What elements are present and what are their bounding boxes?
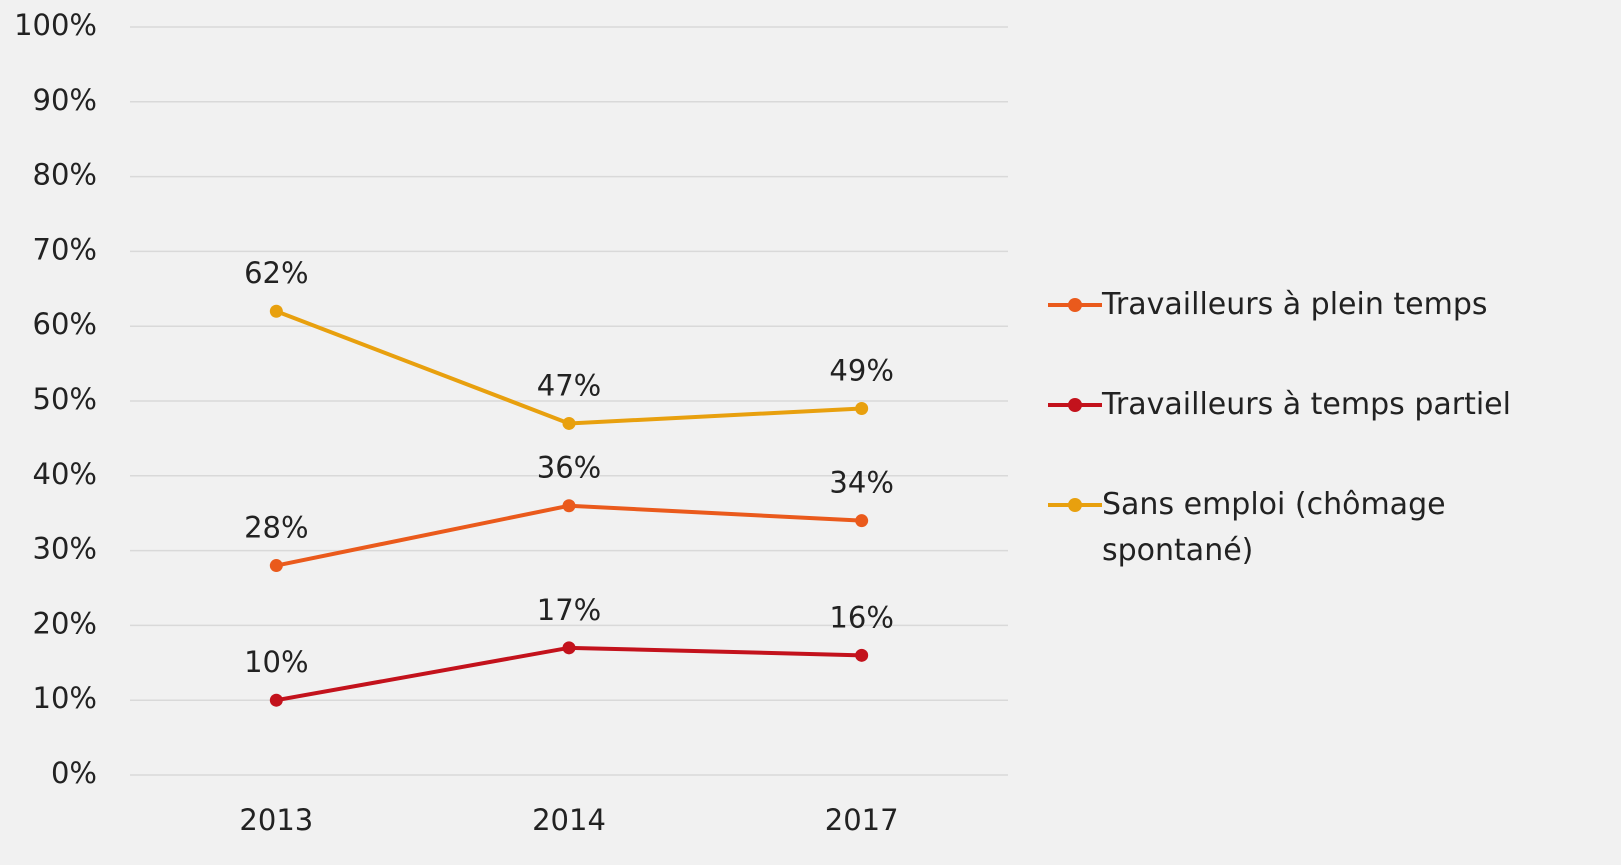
data-point	[562, 641, 576, 655]
data-point	[855, 648, 869, 662]
data-label: 34%	[829, 466, 893, 500]
series-line	[275, 503, 862, 568]
data-point	[269, 693, 283, 707]
y-tick-label: 0%	[51, 756, 97, 790]
legend-label: Sans emploi (chômage spontané)	[1102, 487, 1446, 568]
data-label: 49%	[829, 353, 893, 387]
data-point	[562, 416, 576, 430]
y-tick-label: 60%	[33, 307, 97, 341]
y-tick-label: 40%	[33, 457, 97, 491]
data-label: 28%	[244, 511, 308, 545]
y-tick-label: 70%	[33, 232, 97, 266]
y-tick-label: 10%	[33, 681, 97, 715]
data-point	[855, 401, 869, 415]
y-tick-label: 90%	[33, 83, 97, 117]
y-tick-label: 20%	[33, 606, 97, 640]
y-tick-label: 80%	[33, 158, 97, 192]
series-line	[275, 309, 862, 426]
legend-label: Travailleurs à temps partiel	[1102, 387, 1511, 422]
legend-swatch	[1048, 482, 1102, 528]
x-tick-label: 2017	[825, 803, 899, 837]
legend-item: Travailleurs à plein temps	[1048, 282, 1572, 328]
legend-label: Travailleurs à plein temps	[1102, 287, 1488, 322]
legend-swatch	[1048, 282, 1102, 328]
x-tick-label: 2013	[239, 803, 313, 837]
data-label: 16%	[829, 600, 893, 634]
series-line	[275, 645, 862, 703]
data-point	[855, 514, 869, 528]
y-tick-label: 50%	[33, 382, 97, 416]
data-point	[269, 559, 283, 573]
y-tick-label: 30%	[33, 532, 97, 566]
data-label: 10%	[244, 645, 308, 679]
data-label: 17%	[537, 593, 601, 627]
data-point	[562, 499, 576, 513]
legend-item: Sans emploi (chômage spontané)	[1048, 482, 1572, 574]
y-tick-label: 100%	[14, 8, 97, 42]
legend-item: Travailleurs à temps partiel	[1048, 382, 1572, 428]
legend-swatch	[1048, 382, 1102, 428]
data-label: 47%	[537, 368, 601, 402]
x-tick-label: 2014	[532, 803, 606, 837]
data-label: 36%	[537, 451, 601, 485]
data-point	[269, 304, 283, 318]
data-label: 62%	[244, 256, 308, 290]
